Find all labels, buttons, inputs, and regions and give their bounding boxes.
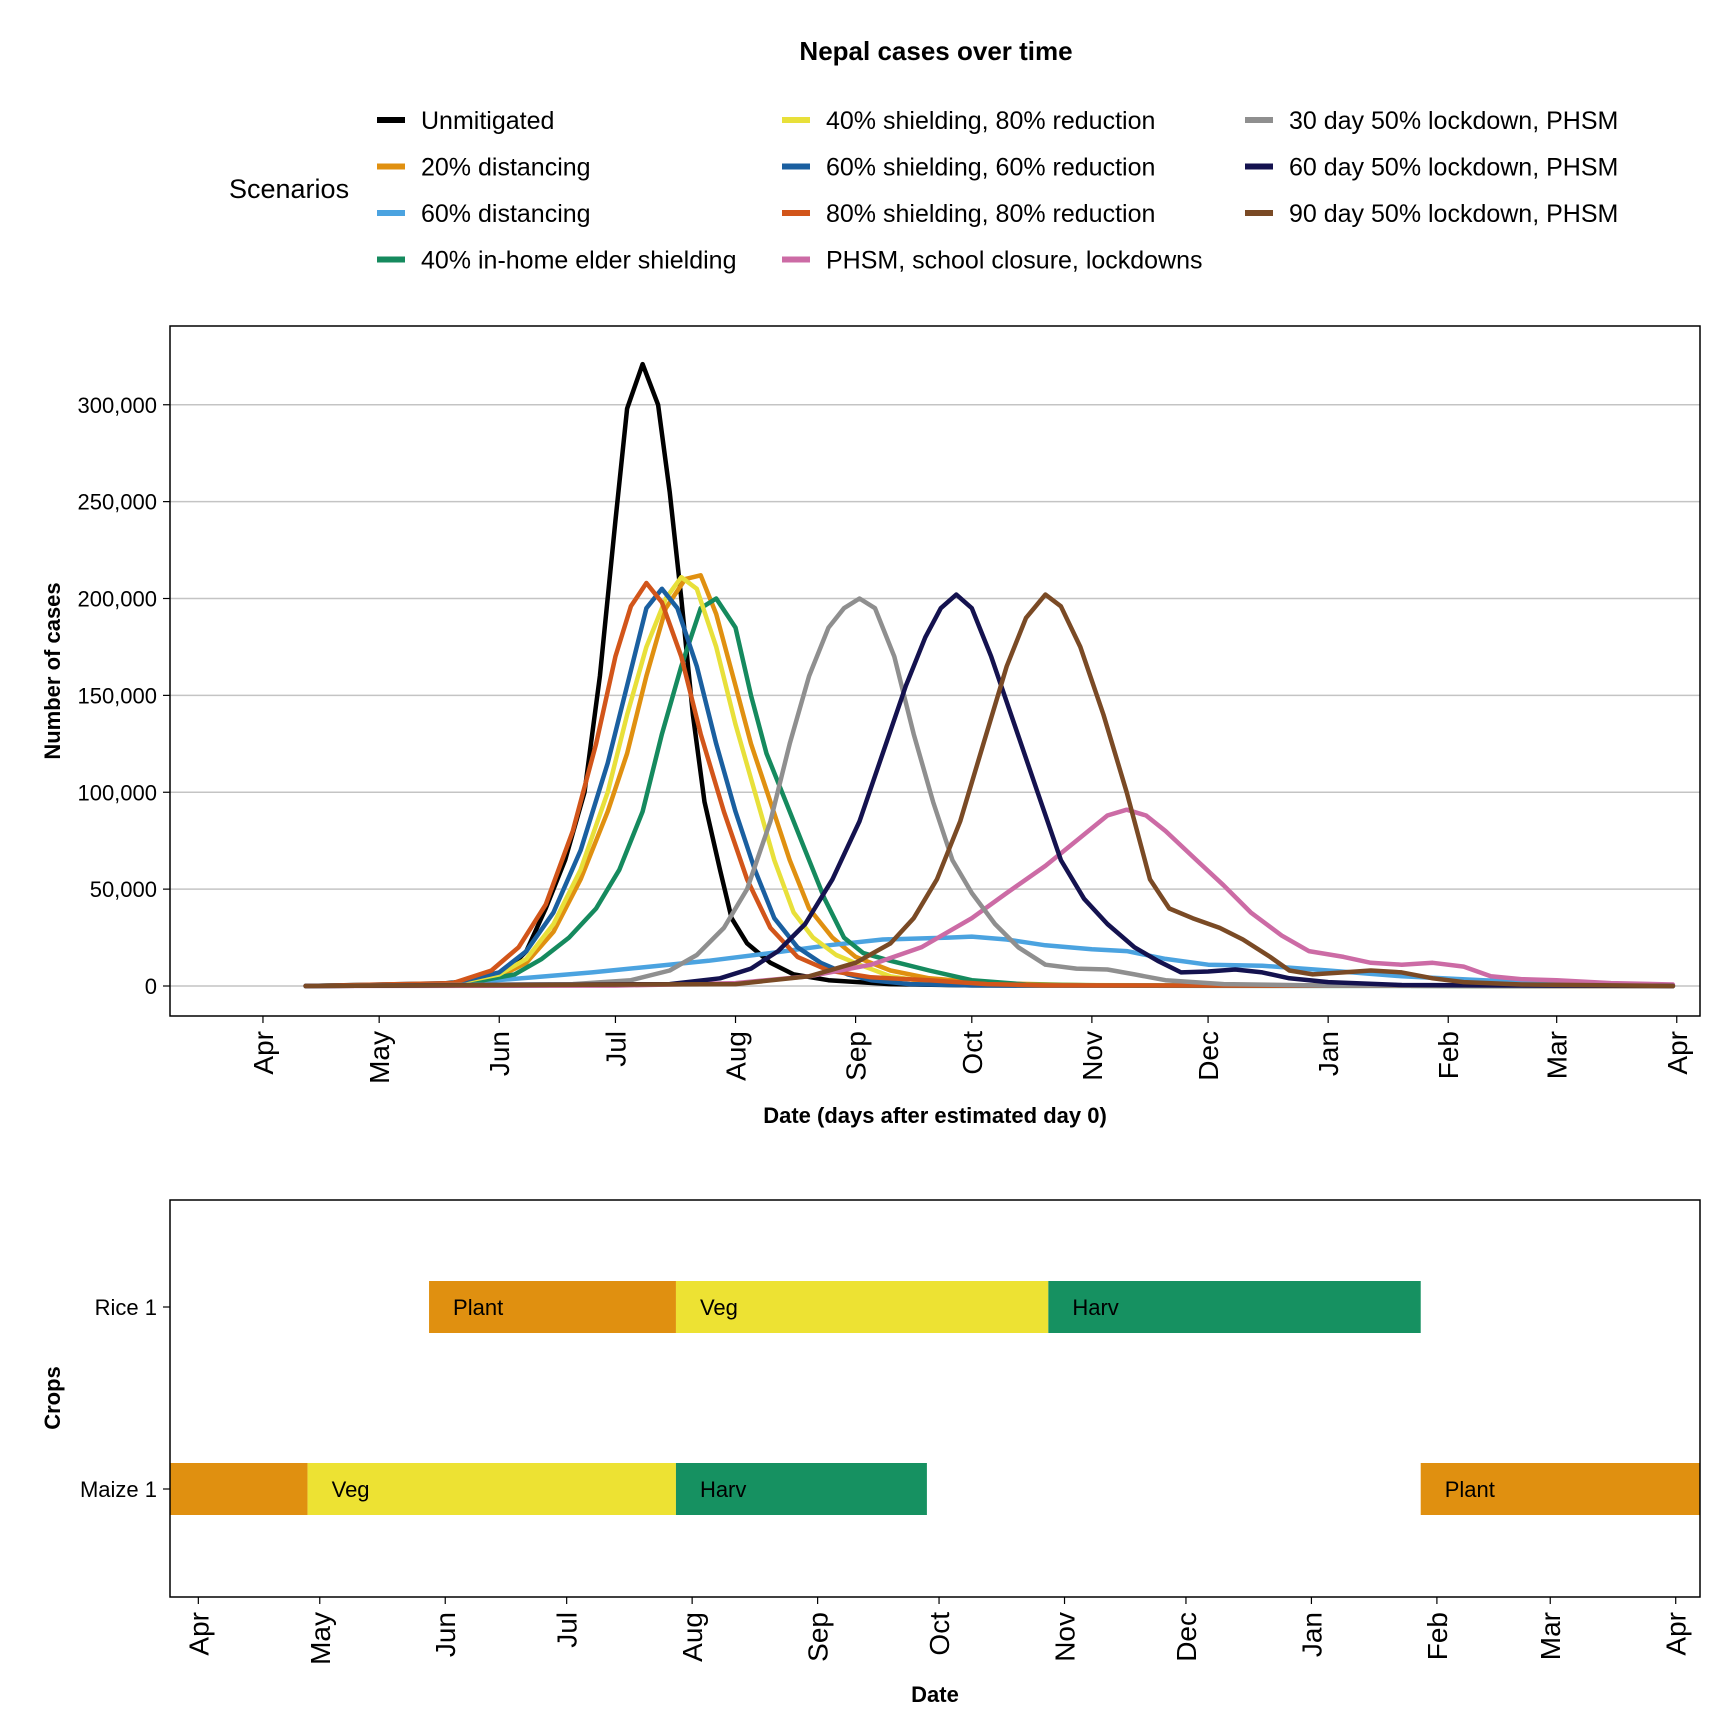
x-tick-label: Oct (924, 1612, 955, 1656)
legend-label: PHSM, school closure, lockdowns (826, 247, 1203, 275)
y-tick-label: 100,000 (77, 780, 157, 805)
x-tick-label: Jul (552, 1612, 583, 1648)
cases-y-axis-label: Number of cases (40, 582, 65, 759)
y-tick-label: 250,000 (77, 490, 157, 515)
x-tick-label: Dec (1193, 1031, 1224, 1081)
crops-plot-frame (169, 1199, 1701, 1598)
legend-label: 30 day 50% lockdown, PHSM (1289, 107, 1618, 135)
x-tick-label: Nov (1077, 1031, 1108, 1081)
legend-label: 40% shielding, 80% reduction (826, 107, 1155, 135)
crops-x-ticks: Apr May Jun Jul Aug Sep Oct Nov Dec Jan Feb Mar Apr (183, 1597, 1692, 1665)
x-tick-label: Apr (248, 1031, 279, 1075)
chart-title: Nepal cases over time (799, 36, 1072, 66)
x-tick-label: Jun (484, 1031, 515, 1076)
x-tick-label: Feb (1433, 1031, 1464, 1079)
x-tick-label: Dec (1171, 1612, 1202, 1662)
series-line-4 (303, 596, 1676, 989)
crop-row-label: Maize 1 (80, 1477, 157, 1502)
cases-x-axis-label: Date (days after estimated day 0) (763, 1103, 1107, 1128)
crop-segments: Plant Veg Harv Veg Harv Plant (170, 1281, 1700, 1515)
y-tick-label: 150,000 (77, 683, 157, 708)
crop-segment-veg (675, 1281, 1049, 1333)
crop-segment-harv (1048, 1281, 1421, 1333)
x-tick-label: Apr (183, 1612, 214, 1656)
crop-segment-label: Harv (1072, 1295, 1118, 1320)
y-tick-label: 50,000 (90, 877, 157, 902)
crop-segment-label: Harv (700, 1477, 746, 1502)
crop-segment-label: Plant (1445, 1477, 1495, 1502)
series-line-10 (303, 592, 1676, 989)
cases-plot-frame (169, 325, 1701, 1017)
x-tick-label: Sep (803, 1612, 834, 1662)
crop-segment-label: Plant (453, 1295, 503, 1320)
legend-label: 20% distancing (421, 154, 591, 182)
x-tick-label: Jan (1313, 1031, 1344, 1076)
crop-row-label: Rice 1 (95, 1295, 157, 1320)
crops-x-axis-label: Date (911, 1682, 959, 1707)
series-line-9 (303, 596, 1676, 989)
legend-items: Unmitigated 20% distancing 60% distancing 4… (377, 107, 1618, 275)
x-tick-label: Sep (841, 1031, 872, 1081)
x-tick-label: Apr (1662, 1031, 1693, 1075)
series-line-7 (303, 580, 1676, 989)
legend-label: 60 day 50% lockdown, PHSM (1289, 154, 1618, 182)
legend-label: 90 day 50% lockdown, PHSM (1289, 200, 1618, 228)
x-tick-label: Jun (430, 1612, 461, 1657)
cases-panel: 0 50,000 100,000 150,000 200,000 250,000 300,0… (40, 325, 1701, 1128)
y-tick-label: 300,000 (77, 393, 157, 418)
y-tick-label: 200,000 (77, 587, 157, 612)
legend-title: Scenarios (229, 174, 349, 204)
crops-panel: Plant Veg Harv Veg Harv Plant Rice 1 Maize 1 A… (40, 1199, 1701, 1707)
crop-segment-harv (675, 1463, 927, 1515)
crop-segment-plant (170, 1463, 308, 1515)
legend-label: Unmitigated (421, 107, 554, 135)
x-tick-label: Jul (600, 1031, 631, 1067)
series-line-11 (303, 592, 1676, 989)
crop-segment-veg (307, 1463, 676, 1515)
x-tick-label: Mar (1535, 1612, 1566, 1660)
crop-segment-label: Veg (332, 1477, 370, 1502)
legend-label: 60% distancing (421, 200, 591, 228)
x-tick-label: May (305, 1612, 336, 1665)
x-tick-label: Aug (677, 1612, 708, 1662)
crop-row-labels: Rice 1 Maize 1 (80, 1295, 170, 1502)
cases-y-ticks: 0 50,000 100,000 150,000 200,000 250,000 300,0… (77, 393, 170, 999)
legend: Scenarios Unmitigated 20% distancing 60% d… (229, 107, 1618, 275)
crops-y-axis-label: Crops (40, 1366, 65, 1430)
legend-label: 80% shielding, 80% reduction (826, 200, 1155, 228)
x-tick-label: Feb (1422, 1612, 1453, 1660)
x-tick-label: Mar (1542, 1031, 1573, 1079)
series-line-2 (303, 573, 1676, 989)
crop-segment-label: Veg (700, 1295, 738, 1320)
crop-segment-plant (1420, 1463, 1700, 1515)
x-tick-label: Aug (721, 1031, 752, 1081)
cases-x-ticks: Apr May Jun Jul Aug Sep Oct Nov Dec Jan Feb Mar Apr (248, 1016, 1693, 1084)
x-tick-label: May (364, 1031, 395, 1084)
legend-label: 40% in-home elder shielding (421, 247, 736, 275)
cases-series (303, 361, 1676, 989)
legend-label: 60% shielding, 60% reduction (826, 154, 1155, 182)
x-tick-label: Nov (1050, 1612, 1081, 1662)
y-tick-label: 0 (145, 974, 157, 999)
x-tick-label: Jan (1296, 1612, 1327, 1657)
series-line-8 (303, 807, 1676, 989)
x-tick-label: Oct (957, 1031, 988, 1075)
crop-segment-plant (429, 1281, 676, 1333)
x-tick-label: Apr (1661, 1612, 1692, 1656)
